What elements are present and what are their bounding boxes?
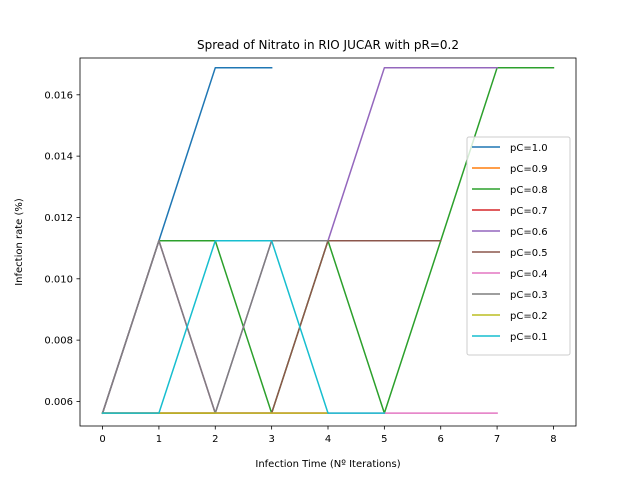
y-axis-label: Infection rate (%) [14, 198, 25, 286]
y-tick-label: 0.010 [44, 274, 73, 285]
x-tick-label: 2 [212, 434, 218, 445]
x-tick-label: 6 [438, 434, 444, 445]
x-tick-label: 5 [381, 434, 387, 445]
x-tick-label: 1 [156, 434, 162, 445]
x-tick-label: 3 [268, 434, 274, 445]
y-tick-label: 0.008 [44, 336, 73, 347]
legend-label: pC=0.6 [510, 227, 548, 238]
plot-area [79, 57, 577, 427]
x-tick-label: 8 [550, 434, 556, 445]
x-tick-label: 7 [494, 434, 500, 445]
series-line-10 [101, 240, 386, 414]
y-tick-label: 0.016 [44, 90, 73, 101]
x-tick-label: 0 [99, 434, 105, 445]
legend-label: pC=0.3 [510, 290, 548, 301]
legend-label: pC=0.2 [510, 311, 548, 322]
legend-label: pC=0.9 [510, 164, 548, 175]
legend-label: pC=0.4 [510, 269, 548, 280]
y-tick-label: 0.014 [44, 152, 73, 163]
chart-title: Spread of Nitrato in RIO JUCAR with pR=0… [197, 38, 459, 52]
legend-box [466, 136, 571, 356]
y-axis: 0.006 0.008 0.010 0.012 0.014 0.016 [44, 90, 80, 408]
x-axis: 0 1 2 3 4 5 6 7 8 [99, 426, 557, 445]
legend-label: pC=0.5 [510, 248, 548, 259]
legend-label: pC=0.7 [510, 206, 548, 217]
y-tick-label: 0.012 [44, 213, 73, 224]
legend-label: pC=0.1 [510, 332, 548, 343]
x-tick-label: 4 [325, 434, 331, 445]
y-tick-label: 0.006 [44, 397, 73, 408]
legend-label: pC=1.0 [510, 143, 548, 154]
legend: pC=1.0 pC=0.9 pC=0.8 pC=0.7 pC=0.6 pC=0.5 pC=0… [466, 136, 571, 356]
x-axis-label: Infection Time (Nº Iterations) [255, 459, 400, 470]
legend-label: pC=0.8 [510, 185, 548, 196]
